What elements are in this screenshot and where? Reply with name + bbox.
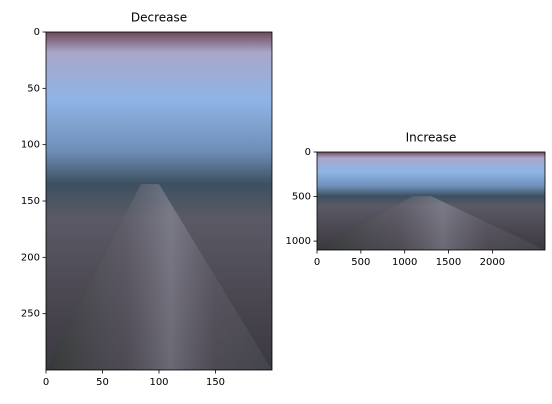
y-tick-label: 150 bbox=[21, 196, 40, 207]
x-tick-label: 50 bbox=[96, 377, 109, 388]
y-tick-label: 0 bbox=[34, 27, 40, 38]
axes-title: Decrease bbox=[131, 11, 187, 25]
y-tick-label: 200 bbox=[21, 252, 40, 263]
y-tick-label: 50 bbox=[27, 83, 40, 94]
y-tick-label: 500 bbox=[292, 192, 311, 203]
image-road bbox=[317, 196, 545, 250]
y-tick-label: 1000 bbox=[286, 236, 311, 247]
x-tick-label: 0 bbox=[43, 377, 49, 388]
x-tick-label: 100 bbox=[149, 377, 168, 388]
x-tick-label: 1500 bbox=[436, 257, 461, 268]
axes-title: Increase bbox=[406, 131, 457, 145]
image-road bbox=[46, 184, 272, 370]
x-tick-label: 500 bbox=[351, 257, 370, 268]
x-tick-label: 2000 bbox=[480, 257, 505, 268]
y-tick-label: 0 bbox=[305, 147, 311, 158]
y-tick-label: 100 bbox=[21, 140, 40, 151]
x-tick-label: 1000 bbox=[392, 257, 417, 268]
y-tick-label: 250 bbox=[21, 309, 40, 320]
axes-frame bbox=[316, 151, 546, 251]
x-tick-label: 0 bbox=[314, 257, 320, 268]
x-tick-label: 150 bbox=[206, 377, 225, 388]
